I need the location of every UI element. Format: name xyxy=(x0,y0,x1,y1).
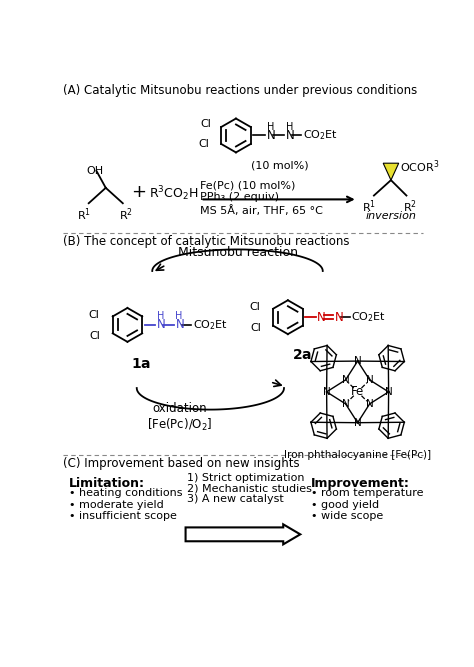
Text: 3) A new catalyst: 3) A new catalyst xyxy=(187,494,284,504)
Text: Fe: Fe xyxy=(351,386,364,398)
Text: N: N xyxy=(317,311,326,323)
Text: (C) Improvement based on new insights: (C) Improvement based on new insights xyxy=(63,458,300,470)
Text: • insufficient scope: • insufficient scope xyxy=(69,511,176,521)
Text: N: N xyxy=(342,375,349,385)
Text: Cl: Cl xyxy=(249,302,260,312)
Text: • room temperature: • room temperature xyxy=(311,488,424,498)
Text: N: N xyxy=(157,318,165,331)
Text: N: N xyxy=(267,129,276,142)
Text: (10 mol%): (10 mol%) xyxy=(251,161,309,171)
Text: R$^1$: R$^1$ xyxy=(77,206,91,223)
Text: N: N xyxy=(366,375,374,385)
Text: +: + xyxy=(131,183,146,201)
Text: H: H xyxy=(267,123,274,133)
Text: 2) Mechanistic studies: 2) Mechanistic studies xyxy=(187,484,312,494)
Text: • good yield: • good yield xyxy=(311,500,379,510)
Text: Mitsunobu reaction: Mitsunobu reaction xyxy=(177,245,298,259)
Text: Improvement:: Improvement: xyxy=(311,477,410,490)
Text: N: N xyxy=(323,387,330,397)
Text: PPh₃ (2 equiv): PPh₃ (2 equiv) xyxy=(201,193,279,203)
Text: (A) Catalytic Mitsunobu reactions under previous conditions: (A) Catalytic Mitsunobu reactions under … xyxy=(63,84,418,97)
Text: N: N xyxy=(342,399,349,409)
Text: Cl: Cl xyxy=(89,310,100,320)
Text: CO$_2$Et: CO$_2$Et xyxy=(302,129,337,142)
Text: R$^2$: R$^2$ xyxy=(119,206,133,223)
Text: Iron phthalocyanine [Fe(Pc)]: Iron phthalocyanine [Fe(Pc)] xyxy=(284,450,431,460)
Text: OCOR$^3$: OCOR$^3$ xyxy=(400,158,439,175)
Text: • heating conditions: • heating conditions xyxy=(69,488,182,498)
Text: N: N xyxy=(354,418,362,428)
Text: (B) The concept of catalytic Mitsunobu reactions: (B) The concept of catalytic Mitsunobu r… xyxy=(63,235,350,248)
Text: R$^3$CO$_2$H: R$^3$CO$_2$H xyxy=(149,185,199,203)
Text: R$^2$: R$^2$ xyxy=(402,199,417,215)
Text: H: H xyxy=(157,311,164,321)
FancyArrow shape xyxy=(186,524,300,544)
Text: N: N xyxy=(285,129,294,142)
Text: CO$_2$Et: CO$_2$Et xyxy=(192,318,228,331)
Text: Fe(Pc) (10 mol%): Fe(Pc) (10 mol%) xyxy=(201,180,296,190)
Text: N: N xyxy=(366,399,374,409)
Text: • wide scope: • wide scope xyxy=(311,511,383,521)
Text: R$^1$: R$^1$ xyxy=(362,199,376,215)
Text: $\mathbf{1a}$: $\mathbf{1a}$ xyxy=(131,358,151,372)
Text: N: N xyxy=(354,356,362,366)
Text: Cl: Cl xyxy=(250,323,261,333)
Text: OH: OH xyxy=(86,166,103,176)
Text: $\mathbf{2a}$: $\mathbf{2a}$ xyxy=(292,348,312,362)
Text: inversion: inversion xyxy=(365,211,416,221)
Text: N: N xyxy=(385,387,392,397)
Text: Cl: Cl xyxy=(201,119,211,129)
Text: CO$_2$Et: CO$_2$Et xyxy=(351,310,386,324)
Text: oxidation
[Fe(Pc)/O$_2$]: oxidation [Fe(Pc)/O$_2$] xyxy=(146,402,212,434)
Text: N: N xyxy=(175,318,184,331)
Text: 1) Strict optimization: 1) Strict optimization xyxy=(187,473,305,483)
Text: Limitation:: Limitation: xyxy=(69,477,145,490)
Text: MS 5Å, air, THF, 65 °C: MS 5Å, air, THF, 65 °C xyxy=(201,205,323,215)
Text: • moderate yield: • moderate yield xyxy=(69,500,164,510)
Text: H: H xyxy=(175,311,183,321)
Text: H: H xyxy=(285,123,293,133)
Text: N: N xyxy=(334,311,343,323)
Polygon shape xyxy=(383,163,399,180)
Text: Cl: Cl xyxy=(198,139,209,149)
Text: Cl: Cl xyxy=(90,331,100,341)
